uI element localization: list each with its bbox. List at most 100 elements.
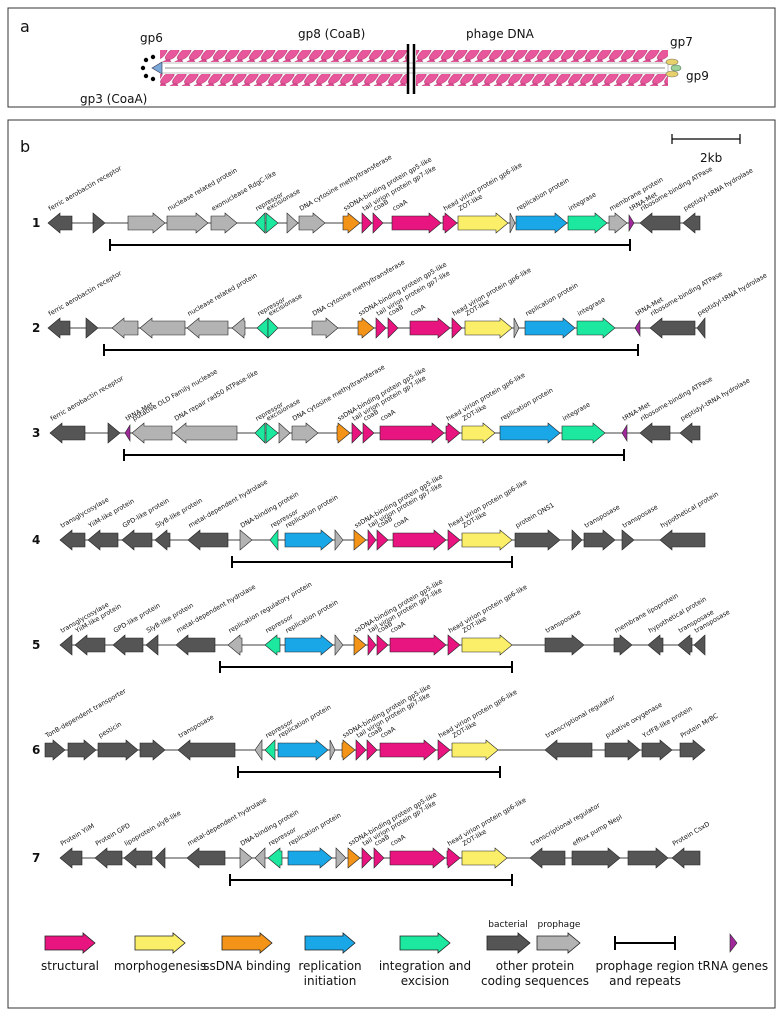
gene-arrow: [576, 317, 616, 339]
gene-label: transposase: [177, 713, 215, 740]
gene-arrow: [127, 212, 166, 234]
gene-arrow: [499, 422, 561, 444]
gene-arrow: [451, 317, 463, 339]
label-gp7: gp7: [670, 35, 693, 49]
legend-item: bacterial prophage other protein coding seq…: [481, 920, 589, 988]
gene-arrow: [621, 529, 635, 551]
gene-arrow: [604, 739, 641, 761]
gene-label: transposase: [544, 608, 582, 635]
legend-item: prophage region and repeats: [596, 936, 694, 988]
gene-label: nuclease related protein: [186, 271, 259, 318]
legend-label: replication initiation: [298, 959, 361, 988]
gene-arrow: [389, 634, 447, 656]
gene-arrow: [186, 847, 226, 869]
legend-label: structural: [41, 959, 99, 973]
gene-arrow: [139, 739, 166, 761]
gene-arrow: [254, 422, 266, 444]
gene-arrow: [124, 423, 131, 443]
legend-label: integration and excision: [379, 959, 471, 988]
gene-label: TonB-dependent transporter: [43, 687, 128, 740]
gene-arrow: [357, 317, 375, 339]
legend-item: structural: [41, 932, 99, 973]
label-gp8: gp8 (CoaB): [298, 27, 365, 41]
gene-track: 1 ferric aerobactin receptor nuclease rela…: [32, 153, 754, 251]
gene-label: Protein YiiM: [59, 822, 96, 848]
gene-arrow: [461, 634, 513, 656]
gene-arrow: [107, 422, 121, 444]
panel-a-frame: [7, 7, 776, 108]
gene-arrow: [269, 529, 279, 551]
legend-swatch: [729, 933, 738, 953]
legend-swatch: [134, 932, 186, 954]
gene-arrow: [239, 847, 253, 869]
track-label: 1: [32, 216, 40, 230]
scale-label: 2kb: [700, 151, 722, 165]
label-phage-dna: phage DNA: [466, 27, 535, 41]
gene-arrow: [362, 422, 375, 444]
gene-arrow: [298, 212, 326, 234]
gene-arrow: [671, 847, 701, 869]
gene-arrow: [571, 529, 583, 551]
gene-arrow: [461, 529, 513, 551]
gene-arrow: [387, 317, 399, 339]
gene-arrow: [649, 317, 696, 339]
gene-label: coaA: [409, 303, 427, 318]
track-label: 5: [32, 638, 40, 652]
track-label: 3: [32, 426, 40, 440]
gene-label: peptidyl-tRNA hydrolase: [679, 376, 751, 422]
gene-arrow: [524, 317, 576, 339]
gene-arrow: [647, 634, 664, 656]
gene-arrow: [256, 317, 269, 339]
gene-arrow: [341, 739, 356, 761]
gene-arrow: [227, 634, 243, 656]
gene-label: transposase: [583, 503, 621, 530]
legend-sublabel: bacterial: [488, 920, 527, 930]
gene-arrow: [366, 739, 378, 761]
gene-arrow: [278, 422, 291, 444]
phage-filament: [140, 44, 682, 94]
gene-arrow: [679, 739, 706, 761]
gene-arrow: [561, 422, 606, 444]
gene-arrow: [679, 422, 701, 444]
gene-arrow: [389, 847, 446, 869]
gene-label: ferric aerobactin receptor: [47, 164, 123, 213]
gene-arrow: [131, 422, 173, 444]
gene-arrow: [336, 422, 351, 444]
gene-label: coaA: [391, 198, 409, 213]
track-label: 6: [32, 743, 40, 757]
gene-label: nuclease related protein: [166, 166, 239, 213]
gene-arrow: [351, 422, 363, 444]
gene-arrow: [628, 213, 635, 233]
gene-arrow: [59, 529, 86, 551]
gene-label: head virion protein gp6-like: [447, 583, 529, 635]
gene-arrow: [287, 847, 333, 869]
gene-arrow: [373, 847, 385, 869]
gene-arrow: [97, 739, 139, 761]
gene-arrow: [145, 634, 159, 656]
legend-item: tRNA genes: [698, 933, 768, 973]
gene-arrow: [347, 847, 361, 869]
gene-arrow: [286, 212, 299, 234]
gene-arrow: [621, 423, 628, 443]
gene-arrow: [544, 739, 593, 761]
gene-label: coaA: [392, 515, 410, 530]
gene-arrow: [437, 739, 451, 761]
gene-label: peptidyl-tRNA hydrolase: [682, 166, 754, 212]
legend-swatch: [44, 932, 96, 954]
gene-arrow: [334, 634, 344, 656]
gene-arrow: [376, 634, 389, 656]
gene-arrow: [311, 317, 339, 339]
gene-arrow: [231, 317, 246, 339]
gene-arrow: [121, 529, 153, 551]
gene-arrow: [457, 212, 509, 234]
legend-item: morphogenesis: [114, 932, 206, 973]
gene-track: 2 ferric aerobactin receptor nuclease rela…: [32, 258, 768, 356]
gene-arrow: [85, 317, 99, 339]
gene-arrow: [264, 634, 281, 656]
label-gp6: gp6: [140, 31, 163, 45]
gene-arrow: [544, 634, 585, 656]
legend-item: replication initiation: [298, 932, 362, 988]
gene-arrow: [329, 739, 336, 761]
